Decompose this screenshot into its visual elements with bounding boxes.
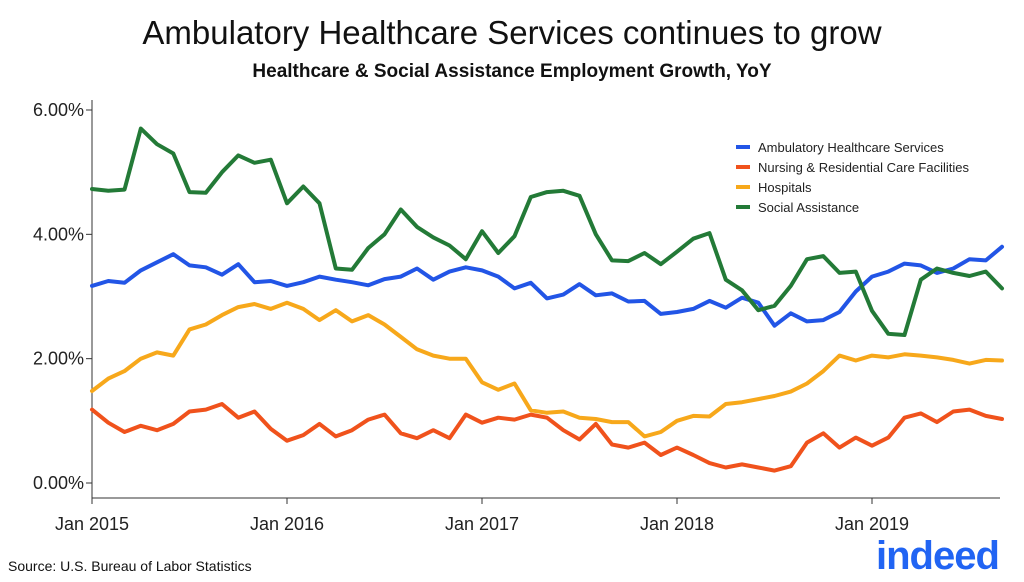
x-tick-label: Jan 2015 — [55, 514, 129, 534]
chart-title: Ambulatory Healthcare Services continues… — [142, 14, 882, 51]
indeed-logo: indeed — [876, 534, 1000, 578]
x-tick-label: Jan 2018 — [640, 514, 714, 534]
series-line-ambulatory — [90, 244, 1004, 328]
legend-label: Nursing & Residential Care Facilities — [758, 160, 969, 175]
x-axis-ticks: Jan 2015 Jan 2016 Jan 2017 Jan 2018 Jan 2019 — [55, 498, 909, 534]
series-line-hospitals — [90, 300, 1004, 439]
chart-subtitle: Healthcare & Social Assistance Employmen… — [252, 61, 772, 82]
y-tick-label: 2.00% — [33, 349, 84, 369]
x-tick-label: Jan 2016 — [250, 514, 324, 534]
legend-label: Hospitals — [758, 180, 812, 195]
legend: Ambulatory Healthcare Services Nursing & … — [736, 140, 969, 215]
y-tick-label: 4.00% — [33, 224, 84, 244]
series-line-social — [90, 126, 1004, 337]
legend-label: Social Assistance — [758, 200, 859, 215]
y-axis-ticks: 0.00% 2.00% 4.00% 6.00% — [33, 100, 92, 493]
source-note: Source: U.S. Bureau of Labor Statistics — [8, 558, 252, 574]
y-tick-label: 0.00% — [33, 473, 84, 493]
series-lines — [90, 126, 1004, 473]
x-tick-label: Jan 2017 — [445, 514, 519, 534]
y-tick-label: 6.00% — [33, 100, 84, 120]
series-line-nursing — [90, 402, 1004, 473]
x-tick-label: Jan 2019 — [835, 514, 909, 534]
legend-label: Ambulatory Healthcare Services — [758, 140, 944, 155]
